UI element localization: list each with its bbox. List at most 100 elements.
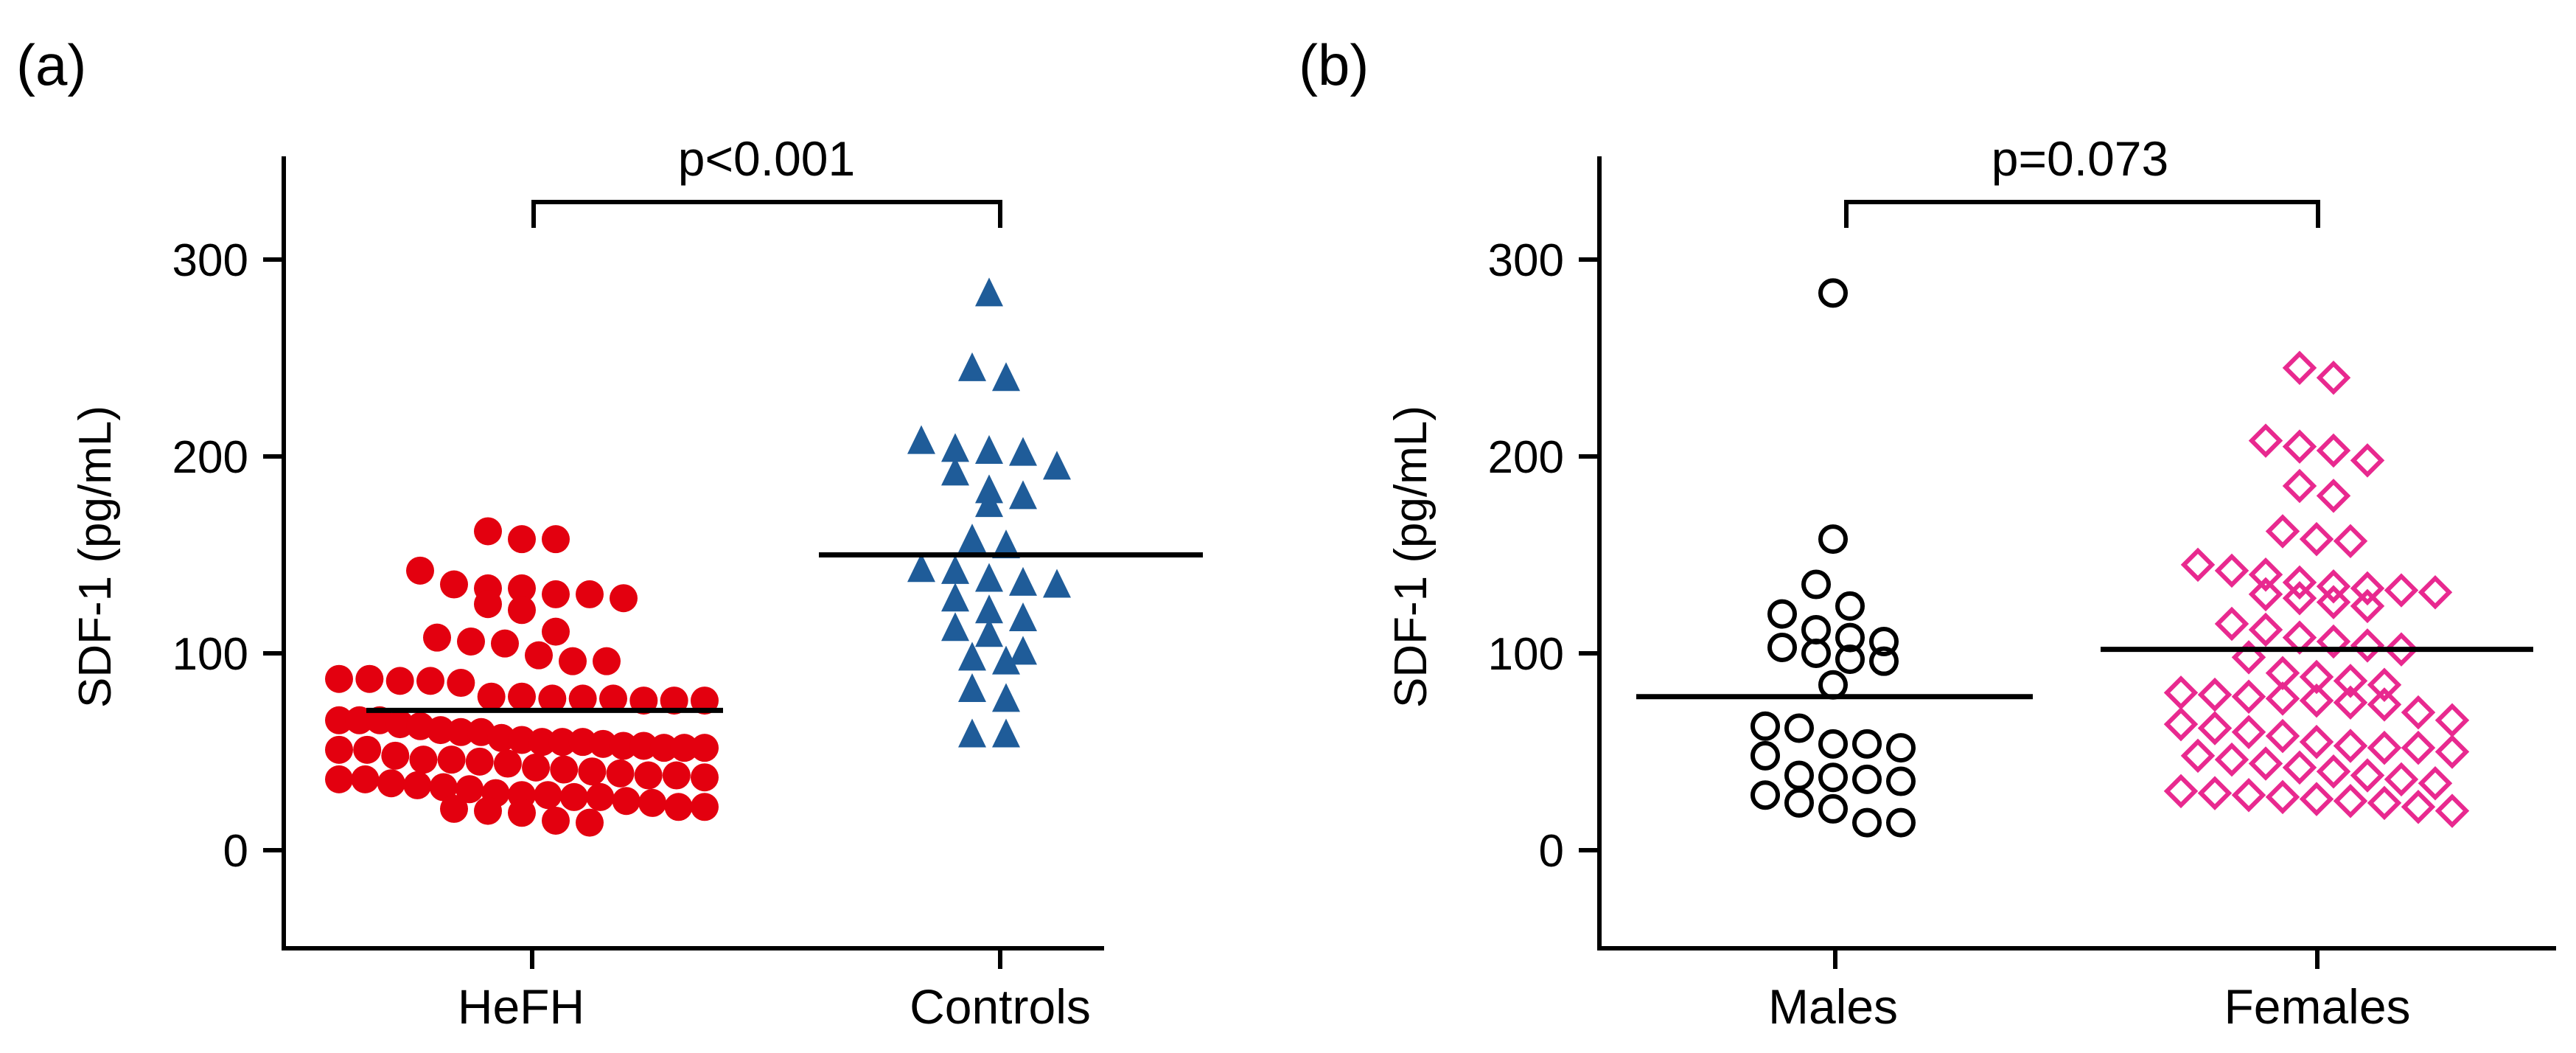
data-point-controls	[1009, 602, 1037, 631]
data-point-hefh	[447, 717, 475, 746]
data-point-hefh	[325, 735, 353, 764]
data-point-females	[2350, 588, 2385, 624]
data-point-hefh	[325, 706, 353, 734]
data-point-females	[2299, 724, 2334, 760]
data-point-females	[2316, 585, 2351, 619]
data-point-hefh	[385, 710, 414, 739]
data-point-hefh	[477, 682, 506, 711]
data-point-hefh	[612, 787, 640, 816]
data-point-hefh	[576, 808, 604, 837]
data-point-males	[1751, 740, 1780, 771]
data-point-males	[1886, 766, 1916, 796]
data-point-hefh	[610, 584, 638, 613]
data-point-females	[2333, 784, 2368, 819]
data-point-males	[1818, 670, 1848, 700]
data-point-hefh	[455, 775, 484, 804]
data-point-females	[2282, 565, 2317, 600]
data-point-hefh	[457, 627, 485, 656]
data-point-males	[1818, 729, 1848, 759]
data-point-females	[2367, 687, 2402, 722]
data-point-hefh	[568, 728, 597, 757]
data-point-hefh	[559, 782, 588, 811]
panel-a-category-hefh: HeFH	[458, 979, 584, 1034]
data-point-hefh	[508, 574, 536, 602]
data-point-males	[1835, 622, 1865, 653]
data-point-hefh	[508, 682, 536, 711]
data-point-females	[2197, 677, 2233, 712]
data-point-hefh	[634, 761, 663, 790]
data-point-females	[2367, 667, 2402, 702]
data-point-hefh	[437, 746, 466, 774]
data-point-females	[2265, 514, 2300, 549]
data-point-females	[2299, 683, 2334, 718]
data-point-males	[1767, 599, 1797, 629]
panel-b-p-value: p=0.073	[1992, 131, 2168, 186]
data-point-males	[1801, 614, 1831, 644]
data-point-males	[1869, 646, 1899, 676]
data-point-hefh	[662, 761, 691, 790]
data-point-males	[1869, 626, 1899, 656]
panel-a-category-controls: Controls	[910, 979, 1091, 1034]
panel-a-label: (a)	[16, 32, 86, 97]
data-point-hefh	[606, 759, 635, 788]
data-point-controls	[958, 718, 986, 748]
data-point-hefh	[629, 731, 658, 760]
data-point-controls	[992, 683, 1020, 712]
panel-b-y-tick-label: 0	[1539, 826, 1564, 877]
data-point-hefh	[409, 746, 438, 774]
data-point-controls	[1043, 569, 1071, 598]
data-point-hefh	[568, 684, 597, 713]
data-point-hefh	[377, 769, 405, 798]
data-point-hefh	[593, 647, 621, 675]
data-point-hefh	[487, 723, 516, 752]
data-point-hefh	[691, 687, 719, 715]
data-point-females	[2316, 754, 2351, 789]
data-point-males	[1801, 639, 1831, 668]
data-point-females	[2248, 612, 2283, 647]
data-point-females	[2299, 521, 2334, 557]
data-point-females	[2248, 746, 2283, 781]
data-point-hefh	[522, 753, 551, 782]
data-point-hefh	[325, 664, 353, 693]
data-point-males	[1835, 591, 1865, 621]
data-point-males	[1852, 729, 1882, 759]
data-point-hefh	[691, 793, 719, 821]
data-point-females	[2163, 675, 2199, 710]
panel-b-category-males: Males	[1768, 979, 1898, 1034]
data-point-hefh	[550, 755, 579, 784]
data-point-controls	[907, 553, 935, 583]
data-point-hefh	[474, 517, 502, 546]
panel-b-y-tick-label: 100	[1488, 629, 1564, 680]
data-point-males	[1818, 278, 1848, 308]
data-point-hefh	[638, 788, 667, 817]
data-point-hefh	[440, 570, 468, 599]
data-point-hefh	[528, 728, 556, 757]
data-point-controls	[975, 434, 1003, 464]
data-point-controls	[975, 563, 1003, 592]
data-point-controls	[941, 433, 969, 462]
panel-b-y-tick-label: 200	[1488, 432, 1564, 483]
data-point-females	[2180, 547, 2216, 583]
data-point-males	[1784, 788, 1814, 818]
data-point-females	[2367, 785, 2402, 821]
data-point-males	[1886, 807, 1916, 838]
data-point-controls	[958, 673, 986, 703]
data-point-females	[2163, 706, 2199, 742]
data-point-females	[2384, 632, 2419, 667]
panel-b-significance-bracket	[1844, 200, 2320, 228]
panel-a-y-tick-label: 100	[172, 629, 248, 680]
data-point-hefh	[576, 580, 604, 608]
data-point-controls	[941, 555, 969, 584]
panel-b: (b) 0 100 200 300 Males Females SDF-1 (pg/m…	[1299, 32, 2556, 1034]
data-point-females	[2350, 628, 2385, 663]
data-point-hefh	[406, 556, 434, 585]
data-point-hefh	[660, 687, 688, 715]
data-point-hefh	[542, 617, 570, 646]
data-point-hefh	[381, 741, 410, 770]
data-point-males	[1818, 762, 1848, 793]
data-point-hefh	[691, 734, 719, 762]
data-point-hefh	[578, 757, 607, 786]
panel-a-y-tick-label: 300	[172, 235, 248, 286]
data-point-hefh	[508, 726, 536, 754]
data-point-females	[2214, 553, 2249, 588]
